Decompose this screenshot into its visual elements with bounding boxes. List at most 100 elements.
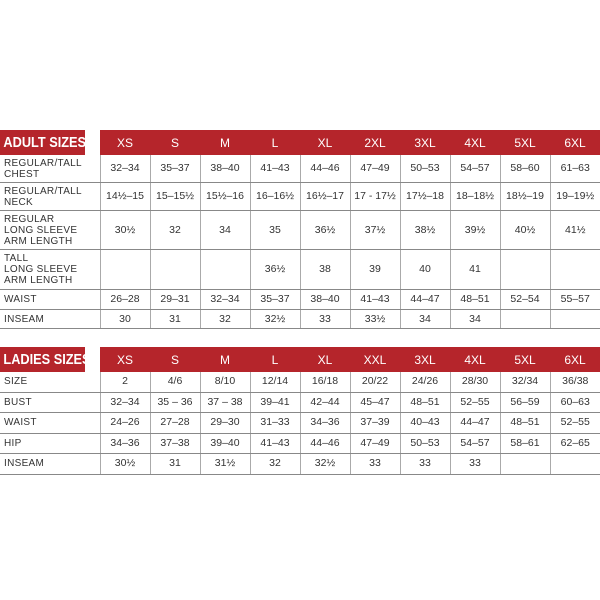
table-cell: 28/30 [449,372,500,393]
size-column-header: S [150,130,200,155]
table-cell: 31½ [199,453,250,475]
table-cell: 32–34 [199,289,250,310]
table-cell: 40½ [499,210,550,250]
table-row: INSEAM 30½ 31 31½ 32 32½ 33 33 33 [0,453,600,475]
table-cell: 39 [349,249,400,290]
table-cell: 33 [299,309,350,329]
row-label: REGULAR/TALL NECK [0,182,100,211]
table-cell: 58–60 [499,155,550,183]
table-cell: 41–43 [349,289,400,310]
row-label: REGULAR/TALL CHEST [0,155,100,183]
table-cell: 41 [449,249,500,290]
table-cell: 34 [449,309,500,329]
table-cell: 32½ [299,453,350,475]
table-cell: 34–36 [99,433,150,454]
table-cell: 16–16½ [249,182,300,211]
table-cell: 37–38 [149,433,200,454]
table-row: WAIST 26–28 29–31 32–34 35–37 38–40 41–43 44–47… [0,289,600,310]
table-cell: 26–28 [99,289,150,310]
table-cell: 42–44 [299,392,350,413]
table-cell [499,249,550,290]
row-label: INSEAM [0,309,100,329]
table-cell: 48–51 [449,289,500,310]
size-column-header: 5XL [500,130,550,155]
table-cell: 50–53 [399,433,450,454]
table-cell [549,309,600,329]
table-cell: 37–39 [349,412,400,434]
table-cell: 39–41 [249,392,300,413]
table-cell: 45–47 [349,392,400,413]
table-cell: 38–40 [199,155,250,183]
table-cell [499,309,550,329]
table-cell: 16½–17 [299,182,350,211]
table-cell: 52–54 [499,289,550,310]
table-cell: 32/34 [499,372,550,393]
table-cell: 31–33 [249,412,300,434]
size-column-header: S [150,347,200,372]
size-column-header: 4XL [450,130,500,155]
table-cell: 29–31 [149,289,200,310]
table-row: SIZE 2 4/6 8/10 12/14 16/18 20/22 24/26 28/30 32/… [0,372,600,393]
table-cell: 48–51 [499,412,550,434]
table-cell [199,249,250,290]
table-cell: 30 [99,309,150,329]
table-cell: 58–61 [499,433,550,454]
table-cell: 30½ [99,210,150,250]
table-cell: 15½–16 [199,182,250,211]
table-cell: 38 [299,249,350,290]
table-cell: 24/26 [399,372,450,393]
table-cell: 41–43 [249,155,300,183]
table-cell: 36½ [249,249,300,290]
size-column-header: XL [300,130,350,155]
table-cell: 36½ [299,210,350,250]
table-cell: 30½ [99,453,150,475]
table-cell: 35 [249,210,300,250]
table-cell: 33 [449,453,500,475]
table-cell: 56–59 [499,392,550,413]
table-cell: 18–18½ [449,182,500,211]
table-cell: 41–43 [249,433,300,454]
size-column-header: 4XL [450,347,500,372]
table-cell: 34–36 [299,412,350,434]
table-cell: 37 – 38 [199,392,250,413]
header-row: ADULT SIZES XS S M L XL 2XL 3XL 4XL 5XL 6XL [0,130,600,155]
table-cell: 8/10 [199,372,250,393]
size-column-header: XS [100,347,150,372]
row-label: BUST [0,392,100,413]
table-cell: 33 [349,453,400,475]
table-cell: 33½ [349,309,400,329]
row-label: INSEAM [0,453,100,475]
table-cell: 44–46 [299,433,350,454]
table-cell: 36/38 [549,372,600,393]
row-label: TALL LONG SLEEVE ARM LENGTH [0,249,100,290]
row-label: SIZE [0,372,100,393]
table-cell: 47–49 [349,433,400,454]
table-cell: 55–57 [549,289,600,310]
table-cell: 50–53 [399,155,450,183]
table-cell: 44–46 [299,155,350,183]
row-label: WAIST [0,289,100,310]
table-cell: 14½–15 [99,182,150,211]
table-cell: 44–47 [399,289,450,310]
table-cell: 48–51 [399,392,450,413]
table-row: REGULAR/TALL NECK 14½–15 15–15½ 15½–16 16–16… [0,182,600,211]
table-cell [549,453,600,475]
row-label: REGULAR LONG SLEEVE ARM LENGTH [0,210,100,250]
table-title: LADIES SIZES [0,347,91,372]
table-cell: 34 [199,210,250,250]
table-cell: 32 [149,210,200,250]
table-cell: 40 [399,249,450,290]
table-cell [149,249,200,290]
table-cell: 12/14 [249,372,300,393]
table-cell: 4/6 [149,372,200,393]
table-row: TALL LONG SLEEVE ARM LENGTH 36½ 38 39 40 41 [0,249,600,290]
table-cell: 34 [399,309,450,329]
size-column-header: XXL [350,347,400,372]
table-cell: 37½ [349,210,400,250]
table-cell: 29–30 [199,412,250,434]
size-column-header: 2XL [350,130,400,155]
table-cell: 54–57 [449,433,500,454]
header-row: LADIES SIZES XS S M L XL XXL 3XL 4XL 5XL 6XL [0,347,600,372]
ladies-size-table: LADIES SIZES XS S M L XL XXL 3XL 4XL 5XL 6XL SIZE 2 4… [0,347,600,475]
table-cell: 32 [199,309,250,329]
